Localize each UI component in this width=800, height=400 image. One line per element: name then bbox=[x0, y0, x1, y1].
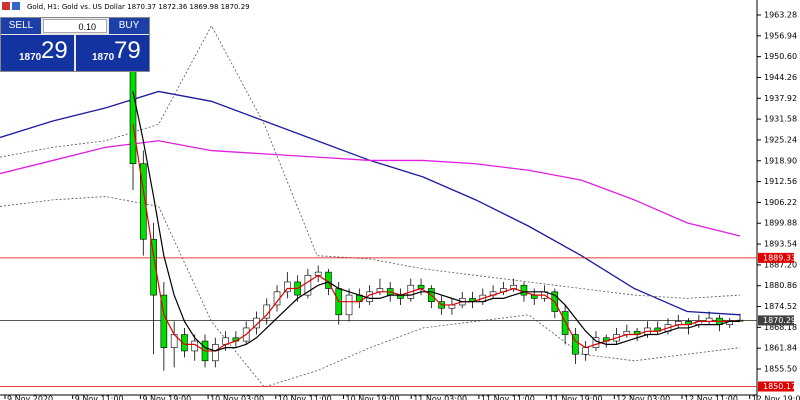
price-tick-label: 1931.58 bbox=[764, 115, 797, 124]
price-tick-label: 1880.86 bbox=[764, 281, 797, 290]
level-label: 1870.29 bbox=[763, 316, 796, 325]
price-tick-label: 1912.56 bbox=[764, 177, 797, 186]
indicator-line bbox=[0, 140, 741, 237]
candle-body bbox=[592, 337, 600, 348]
time-label: 11 Nov 19:00 bbox=[549, 395, 603, 400]
candle-body bbox=[304, 275, 312, 296]
ma-line bbox=[132, 91, 740, 352]
price-tick-label: 1963.28 bbox=[764, 11, 797, 20]
price-tick-label: 1925.24 bbox=[764, 135, 797, 144]
price-tick-label: 1950.60 bbox=[764, 52, 797, 61]
icon bbox=[12, 2, 20, 10]
price-tick-label: 1893.54 bbox=[764, 240, 797, 249]
candle-body bbox=[582, 347, 589, 355]
time-label: 10 Nov 19:00 bbox=[346, 395, 400, 400]
time-label: 12 Nov 11:00 bbox=[684, 395, 738, 400]
price-tick-label: 1861.84 bbox=[764, 344, 797, 353]
price-tick-label: 1944.26 bbox=[764, 73, 797, 82]
candle-body bbox=[212, 344, 219, 362]
time-label: 11 Nov 03:00 bbox=[413, 395, 467, 400]
chart-title: Gold, H1: Gold vs. US Dollar 1870.37 187… bbox=[27, 3, 250, 11]
candle-body bbox=[572, 334, 579, 355]
time-label: 9 Nov 11:00 bbox=[75, 395, 124, 400]
buy-price-big: 1870 bbox=[92, 52, 115, 63]
price-tick-label: 1855.50 bbox=[764, 365, 797, 374]
time-label: 10 Nov 03:00 bbox=[210, 395, 264, 400]
lot-input[interactable]: 0.10 bbox=[43, 19, 107, 33]
candle-body bbox=[181, 334, 188, 352]
candle-body bbox=[520, 284, 528, 296]
level-tag bbox=[758, 252, 794, 263]
sell-button[interactable]: SELL bbox=[1, 18, 41, 34]
candle-body bbox=[253, 317, 260, 329]
ma-line bbox=[132, 124, 740, 352]
buy-price-small: 79 bbox=[114, 37, 141, 64]
price-tick-label: 1874.52 bbox=[764, 302, 797, 311]
buy-price[interactable]: 1870 79 bbox=[76, 35, 149, 71]
trade-panel: SELL 0.10 BUY 1870 29 1870 79 bbox=[0, 17, 150, 72]
time-label: 9 Nov 2020 bbox=[7, 395, 53, 400]
buy-button[interactable]: BUY bbox=[109, 18, 149, 34]
candle-body bbox=[139, 163, 147, 240]
candle-body bbox=[284, 281, 291, 293]
time-label: 9 Nov 19:00 bbox=[142, 395, 191, 400]
price-tick-label: 1937.92 bbox=[764, 94, 797, 103]
price-tick-label: 1918.90 bbox=[764, 156, 797, 165]
indicator-line bbox=[0, 196, 741, 388]
candle-body bbox=[150, 238, 157, 296]
sell-price-big: 1870 bbox=[19, 52, 42, 63]
price-tick-label: 1906.22 bbox=[764, 198, 797, 207]
candle-body bbox=[561, 311, 569, 335]
price-tick-label: 1899.88 bbox=[764, 219, 797, 228]
time-label: 12 Nov 03:00 bbox=[616, 395, 670, 400]
price-tick-label: 1887.20 bbox=[764, 260, 797, 269]
time-label: 12 Nov 19:00 bbox=[752, 395, 800, 400]
level-label: 1889.33 bbox=[763, 253, 796, 262]
level-tag bbox=[758, 315, 794, 326]
candle-body bbox=[345, 294, 353, 316]
level-label: 1850.17 bbox=[763, 382, 796, 391]
sell-price[interactable]: 1870 29 bbox=[1, 35, 74, 71]
icon bbox=[2, 2, 10, 10]
time-label: 11 Nov 11:00 bbox=[481, 395, 535, 400]
time-label: 10 Nov 11:00 bbox=[278, 395, 332, 400]
sell-price-small: 29 bbox=[41, 37, 68, 64]
indicator-line bbox=[0, 24, 741, 299]
price-tick-label: 1956.94 bbox=[764, 31, 797, 40]
price-tick-label: 1868.18 bbox=[764, 323, 797, 332]
level-tag bbox=[758, 381, 794, 392]
